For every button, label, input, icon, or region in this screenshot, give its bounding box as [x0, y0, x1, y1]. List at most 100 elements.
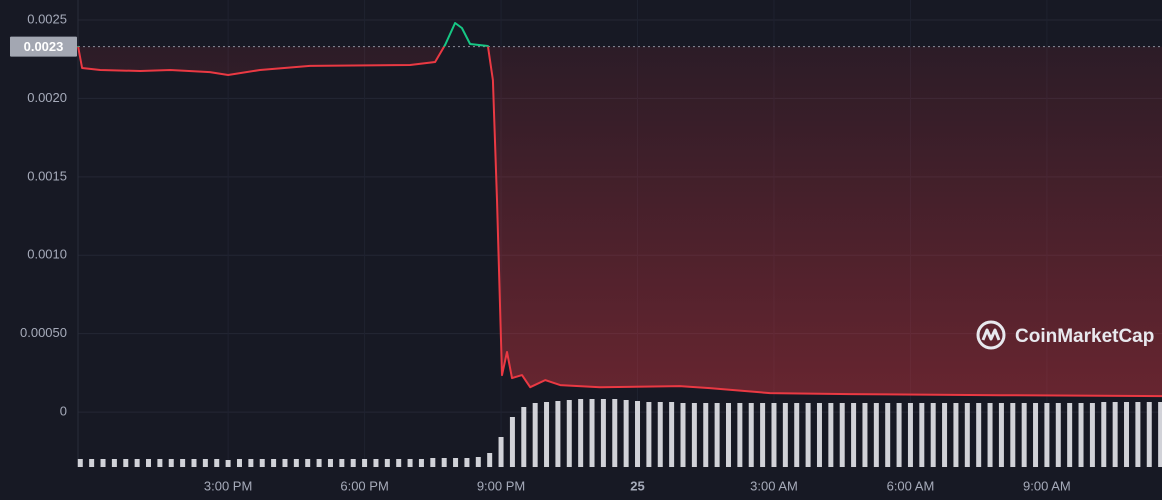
volume-bar: [998, 403, 1004, 467]
volume-bar: [487, 453, 493, 467]
volume-bar: [191, 459, 197, 467]
axis-labels: 0.0025 0.0020 0.0015 0.0010 0.00050 0 3:00 PM 6…: [10, 11, 1071, 493]
volume-bar: [1146, 402, 1152, 467]
volume-bar: [873, 403, 879, 467]
volume-bar: [157, 459, 163, 467]
volume-bar: [464, 458, 470, 467]
volume-bar: [339, 459, 345, 467]
volume-bar: [1135, 402, 1141, 467]
y-tick-label: 0.0015: [27, 168, 67, 183]
volume-bar: [930, 403, 936, 467]
volume-bar: [453, 458, 459, 467]
volume-bar: [794, 403, 800, 467]
watermark-logo-mark: [981, 328, 1001, 341]
volume-bar: [498, 437, 504, 467]
volume-bar: [327, 459, 333, 467]
volume-bar: [407, 459, 413, 467]
volume-bar: [134, 459, 140, 467]
y-tick-label: 0.00050: [20, 325, 67, 340]
volume-bar: [578, 399, 584, 467]
volume-bar: [373, 459, 379, 467]
volume-bar: [248, 459, 254, 467]
volume-bar: [1101, 402, 1107, 467]
x-tick-label: 9:00 PM: [477, 478, 525, 493]
volume-bar: [896, 403, 902, 467]
volume-bar: [657, 402, 663, 467]
volume-bar: [100, 459, 106, 467]
volume-bar: [1112, 402, 1118, 467]
volume-bar: [771, 403, 777, 467]
volume-bar: [316, 459, 322, 467]
volume-bar: [168, 459, 174, 467]
y-tick-label: 0: [60, 404, 67, 419]
x-tick-label: 3:00 PM: [204, 478, 252, 493]
volume-bar: [225, 460, 231, 467]
volume-bar: [805, 403, 811, 467]
volume-bar: [782, 403, 788, 467]
volume-bar: [1067, 403, 1073, 467]
volume-bar: [623, 400, 629, 467]
volume-bar: [544, 402, 550, 467]
watermark: [976, 320, 1006, 350]
y-tick-label: 0.0010: [27, 247, 67, 262]
volume-bar: [509, 417, 515, 467]
volume-bar: [441, 458, 447, 467]
volume-bar: [271, 459, 277, 467]
x-tick-label: 6:00 PM: [340, 478, 388, 493]
volume-bar: [600, 399, 606, 467]
volume-bar: [282, 459, 288, 467]
volume-bar: [635, 401, 641, 467]
volume-bar: [180, 459, 186, 467]
volume-bar: [1021, 403, 1027, 467]
volume-bar: [964, 403, 970, 467]
volume-bars: [77, 399, 1162, 467]
volume-bar: [1089, 403, 1095, 467]
volume-bar: [942, 403, 948, 467]
volume-bar: [953, 403, 959, 467]
volume-bar: [259, 459, 265, 467]
volume-bar: [737, 403, 743, 467]
volume-bar: [714, 403, 720, 467]
volume-bar: [828, 403, 834, 467]
volume-bar: [236, 459, 242, 467]
volume-bar: [89, 459, 95, 467]
volume-bar: [555, 401, 561, 467]
volume-bar: [646, 402, 652, 467]
volume-bar: [293, 459, 299, 467]
volume-bar: [214, 459, 220, 467]
volume-bar: [1158, 402, 1162, 467]
volume-bar: [1055, 403, 1061, 467]
volume-bar: [851, 403, 857, 467]
plot: [77, 22, 1162, 398]
volume-bar: [919, 403, 925, 467]
volume-bar: [760, 403, 766, 467]
volume-bar: [680, 403, 686, 467]
volume-bar: [589, 399, 595, 467]
volume-bar: [418, 459, 424, 467]
volume-bar: [1124, 402, 1130, 467]
volume-bar: [862, 403, 868, 467]
reference-tag: [10, 36, 77, 57]
volume-bar: [111, 459, 117, 467]
y-tick-label: 0.0025: [27, 11, 67, 26]
volume-bar: [725, 403, 731, 467]
volume-bar: [612, 399, 618, 467]
watermark-logo: [976, 320, 1006, 350]
volume-bar: [1078, 403, 1084, 467]
volume-bar: [532, 403, 538, 467]
watermark-text: CoinMarketCap: [1015, 326, 1154, 347]
volume-bar: [350, 459, 356, 467]
volume-bar: [885, 403, 891, 467]
volume-bar: [384, 459, 390, 467]
volume-bar: [521, 407, 527, 467]
volume-bar: [362, 459, 368, 467]
volume-bar: [430, 458, 436, 467]
volume-bar: [816, 403, 822, 467]
x-tick-label: 6:00 AM: [887, 478, 935, 493]
volume-bar: [396, 459, 402, 467]
reference-label: 0.0023: [24, 39, 64, 54]
volume-bar: [202, 459, 208, 467]
volume-bar: [907, 403, 913, 467]
